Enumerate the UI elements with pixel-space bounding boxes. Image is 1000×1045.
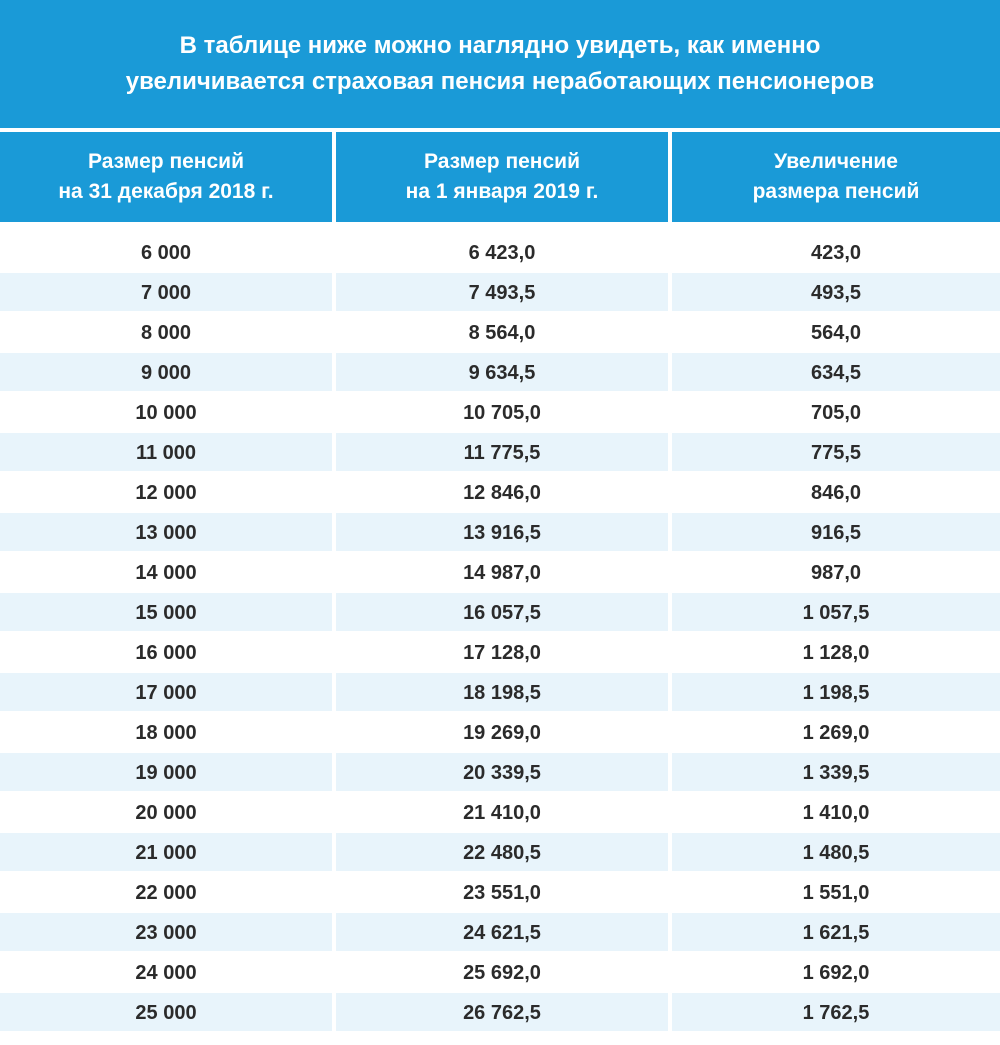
pension-2018-cell: 21 000 bbox=[0, 833, 332, 871]
increase-cell: 1 762,5 bbox=[672, 993, 1000, 1031]
increase-cell: 493,5 bbox=[672, 273, 1000, 311]
pension-2018-cell: 7 000 bbox=[0, 273, 332, 311]
table-row: 20 000 21 410,0 1 410,0 bbox=[0, 793, 1000, 833]
column-header-pension-2019: Размер пенсий на 1 января 2019 г. bbox=[336, 132, 668, 222]
pension-2018-cell: 11 000 bbox=[0, 433, 332, 471]
pension-2019-cell: 17 128,0 bbox=[463, 642, 541, 664]
pension-2018-cell: 25 000 bbox=[0, 993, 332, 1031]
table-title: В таблице ниже можно наглядно увидеть, к… bbox=[0, 0, 1000, 128]
table-row: 15 000 16 057,5 1 057,5 bbox=[0, 593, 1000, 633]
pension-2018-cell: 15 000 bbox=[0, 593, 332, 631]
table-row: 14 000 14 987,0 987,0 bbox=[0, 553, 1000, 593]
pension-2018-cell: 20 000 bbox=[135, 802, 197, 824]
table-row: 24 000 25 692,0 1 692,0 bbox=[0, 953, 1000, 993]
table-row: 7 000 7 493,5 493,5 bbox=[0, 273, 1000, 313]
increase-cell: 1 551,0 bbox=[802, 882, 870, 904]
pension-2018-cell: 22 000 bbox=[135, 882, 197, 904]
increase-cell: 1 128,0 bbox=[802, 642, 870, 664]
table-row: 8 000 8 564,0 564,0 bbox=[0, 313, 1000, 353]
table-row: 10 000 10 705,0 705,0 bbox=[0, 393, 1000, 433]
pension-2019-cell: 16 057,5 bbox=[336, 593, 668, 631]
pension-2019-cell: 6 423,0 bbox=[468, 242, 536, 264]
header-line: Увеличение bbox=[774, 150, 898, 173]
header-line: размера пенсий bbox=[752, 180, 920, 203]
pension-2019-cell: 11 775,5 bbox=[336, 433, 668, 471]
pension-2018-cell: 12 000 bbox=[135, 482, 197, 504]
table-row: 12 000 12 846,0 846,0 bbox=[0, 473, 1000, 513]
table-row: 25 000 26 762,5 1 762,5 bbox=[0, 993, 1000, 1033]
header-line: Размер пенсий bbox=[423, 150, 580, 173]
pension-2019-cell: 20 339,5 bbox=[336, 753, 668, 791]
increase-cell: 846,0 bbox=[810, 482, 862, 504]
pension-2018-cell: 14 000 bbox=[135, 562, 197, 584]
pension-2019-cell: 24 621,5 bbox=[336, 913, 668, 951]
pension-2018-cell: 6 000 bbox=[140, 242, 192, 264]
table-row: 21 000 22 480,5 1 480,5 bbox=[0, 833, 1000, 873]
increase-cell: 775,5 bbox=[672, 433, 1000, 471]
pension-2018-cell: 13 000 bbox=[0, 513, 332, 551]
table-row: 17 000 18 198,5 1 198,5 bbox=[0, 673, 1000, 713]
table-row: 22 000 23 551,0 1 551,0 bbox=[0, 873, 1000, 913]
pension-2019-cell: 23 551,0 bbox=[463, 882, 541, 904]
increase-cell: 1 480,5 bbox=[672, 833, 1000, 871]
pension-2019-cell: 25 692,0 bbox=[463, 962, 541, 984]
title-line: В таблице ниже можно наглядно увидеть, к… bbox=[179, 32, 821, 59]
pension-2018-cell: 23 000 bbox=[0, 913, 332, 951]
column-header-pension-2018: Размер пенсий на 31 декабря 2018 г. bbox=[0, 132, 332, 222]
table-row: 6 000 6 423,0 423,0 bbox=[0, 233, 1000, 273]
increase-cell: 1 410,0 bbox=[802, 802, 870, 824]
pension-2019-cell: 22 480,5 bbox=[336, 833, 668, 871]
table-row: 19 000 20 339,5 1 339,5 bbox=[0, 753, 1000, 793]
pension-2019-cell: 26 762,5 bbox=[336, 993, 668, 1031]
pension-2019-cell: 9 634,5 bbox=[336, 353, 668, 391]
table-row: 23 000 24 621,5 1 621,5 bbox=[0, 913, 1000, 953]
table-body: 6 000 6 423,0 423,0 7 000 7 493,5 493,5 8 000 8… bbox=[0, 233, 1000, 1033]
pension-2019-cell: 12 846,0 bbox=[463, 482, 541, 504]
pension-2019-cell: 10 705,0 bbox=[463, 402, 541, 424]
table-row: 13 000 13 916,5 916,5 bbox=[0, 513, 1000, 553]
pension-2018-cell: 24 000 bbox=[135, 962, 197, 984]
increase-cell: 705,0 bbox=[810, 402, 862, 424]
increase-cell: 1 339,5 bbox=[672, 753, 1000, 791]
table-row: 11 000 11 775,5 775,5 bbox=[0, 433, 1000, 473]
pension-2019-cell: 18 198,5 bbox=[336, 673, 668, 711]
pension-2019-cell: 7 493,5 bbox=[336, 273, 668, 311]
pension-2018-cell: 16 000 bbox=[135, 642, 197, 664]
column-header-increase: Увеличение размера пенсий bbox=[672, 132, 1000, 222]
header-line: на 31 декабря 2018 г. bbox=[58, 180, 274, 203]
increase-cell: 1 692,0 bbox=[802, 962, 870, 984]
pension-2018-cell: 9 000 bbox=[0, 353, 332, 391]
pension-2018-cell: 8 000 bbox=[140, 322, 192, 344]
table-row: 9 000 9 634,5 634,5 bbox=[0, 353, 1000, 393]
pension-2019-cell: 8 564,0 bbox=[468, 322, 536, 344]
increase-cell: 564,0 bbox=[810, 322, 862, 344]
increase-cell: 634,5 bbox=[672, 353, 1000, 391]
pension-2019-cell: 19 269,0 bbox=[463, 722, 541, 744]
table-row: 16 000 17 128,0 1 128,0 bbox=[0, 633, 1000, 673]
pension-2018-cell: 18 000 bbox=[135, 722, 197, 744]
increase-cell: 1 057,5 bbox=[672, 593, 1000, 631]
increase-cell: 987,0 bbox=[810, 562, 862, 584]
pension-2018-cell: 19 000 bbox=[0, 753, 332, 791]
pension-2019-cell: 14 987,0 bbox=[463, 562, 541, 584]
pension-2019-cell: 21 410,0 bbox=[463, 802, 541, 824]
increase-cell: 423,0 bbox=[810, 242, 862, 264]
increase-cell: 916,5 bbox=[672, 513, 1000, 551]
pension-2019-cell: 13 916,5 bbox=[336, 513, 668, 551]
increase-cell: 1 269,0 bbox=[802, 722, 870, 744]
increase-cell: 1 198,5 bbox=[672, 673, 1000, 711]
pension-2018-cell: 10 000 bbox=[135, 402, 197, 424]
table-row: 18 000 19 269,0 1 269,0 bbox=[0, 713, 1000, 753]
pension-2018-cell: 17 000 bbox=[0, 673, 332, 711]
title-line: увеличивается страховая пенсия неработаю… bbox=[125, 68, 875, 95]
header-line: на 1 января 2019 г. bbox=[405, 180, 599, 203]
increase-cell: 1 621,5 bbox=[672, 913, 1000, 951]
header-line: Размер пенсий bbox=[87, 150, 244, 173]
